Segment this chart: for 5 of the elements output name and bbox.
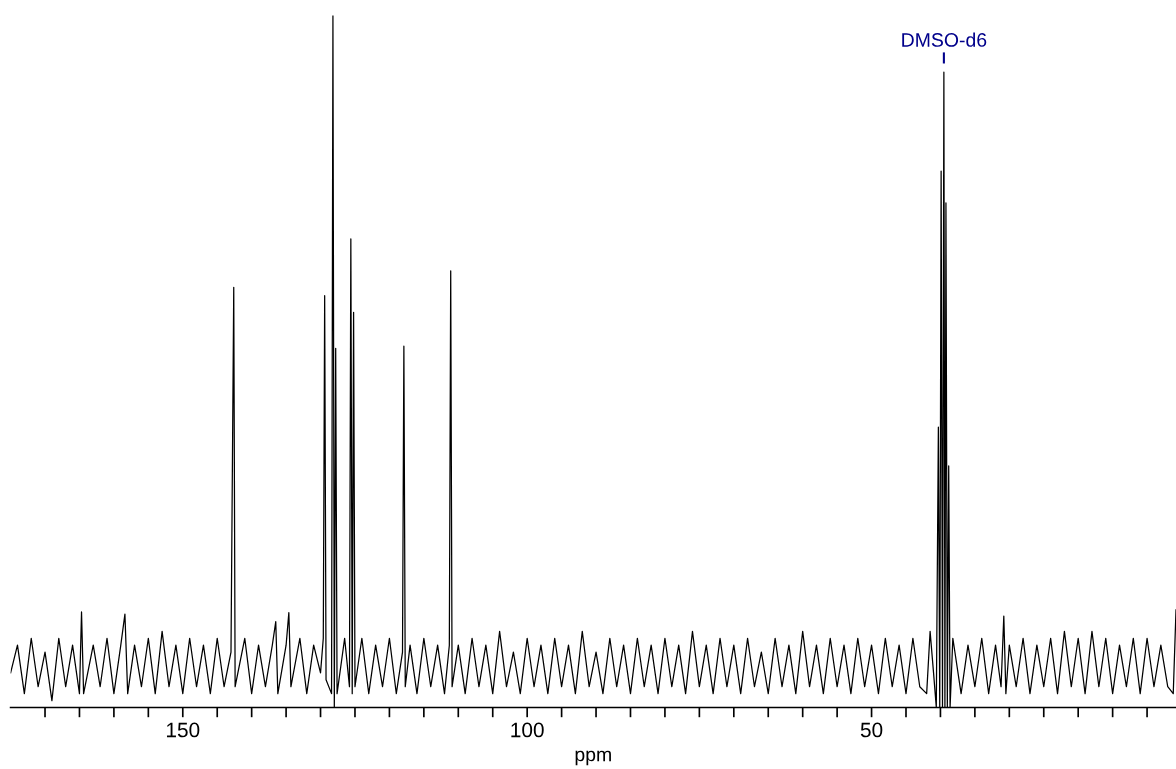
- x-axis-title: ppm: [575, 750, 611, 766]
- x-tick-label: 100: [511, 722, 544, 738]
- x-tick-label: 50: [860, 722, 883, 738]
- annotation: DMSO-d6: [902, 32, 987, 47]
- x-tick-label: 150: [166, 722, 200, 738]
